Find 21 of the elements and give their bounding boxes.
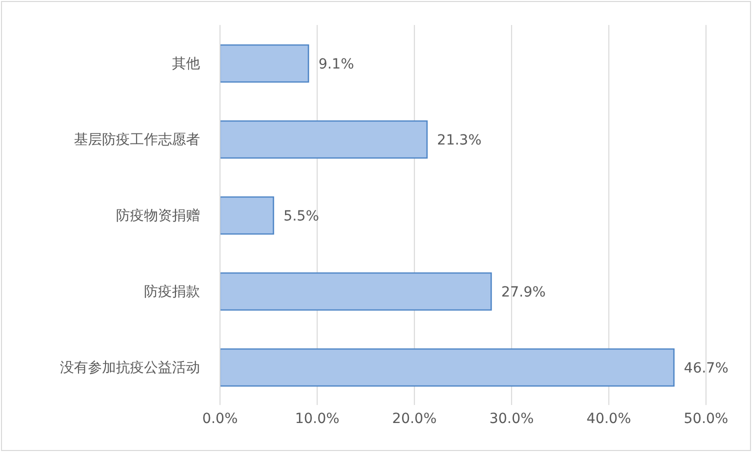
y-tick-label: 基层防疫工作志愿者 [74, 132, 200, 148]
data-label: 46.7% [684, 360, 728, 376]
bar [220, 348, 675, 387]
x-tick-label: 20.0% [392, 410, 437, 427]
x-tick-label: 10.0% [294, 410, 340, 427]
bar [220, 120, 428, 159]
y-tick-label: 没有参加抗疫公益活动 [60, 360, 200, 376]
x-tick-label: 50.0% [684, 410, 728, 427]
y-tick-label: 防疫物资捐赠 [116, 208, 200, 224]
data-label: 5.5% [283, 208, 320, 224]
data-label: 9.1% [318, 56, 354, 72]
y-tick-label: 其他 [172, 56, 200, 72]
bar [220, 44, 310, 83]
bar [220, 272, 492, 311]
x-tick-label: 0.0% [202, 410, 238, 427]
data-label: 21.3% [437, 132, 482, 148]
x-tick-label: 30.0% [489, 410, 534, 427]
y-tick-label: 防疫捐款 [144, 284, 200, 300]
data-label: 27.9% [501, 284, 546, 300]
bar [220, 196, 274, 235]
x-tick-label: 40.0% [586, 410, 632, 427]
